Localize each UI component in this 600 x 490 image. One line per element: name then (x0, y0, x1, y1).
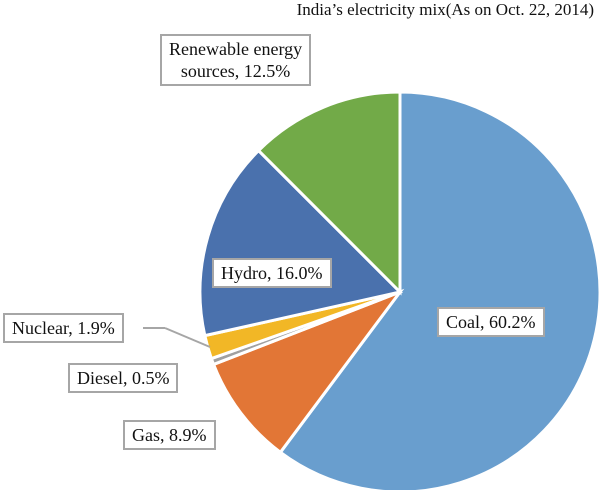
label-diesel: Diesel, 0.5% (68, 363, 179, 393)
label-coal: Coal, 60.2% (437, 307, 545, 337)
label-renewable-line2: sources, 12.5% (180, 61, 291, 81)
slice-hydro (198, 148, 403, 338)
label-renewable-line1: Renewable energy (169, 39, 303, 59)
chart-title: India’s electricity mix(As on Oct. 22, 2… (296, 0, 594, 19)
label-hydro: Hydro, 16.0% (212, 258, 332, 288)
label-renewable: Renewable energy sources, 12.5% (160, 34, 312, 86)
nuclear-leader-line-2 (164, 327, 211, 348)
slice-renewable-energy-sources (256, 90, 402, 296)
slice-coal (278, 90, 600, 490)
label-gas: Gas, 8.9% (123, 420, 216, 450)
label-nuclear: Nuclear, 1.9% (3, 313, 124, 343)
slice-gas (211, 288, 405, 455)
